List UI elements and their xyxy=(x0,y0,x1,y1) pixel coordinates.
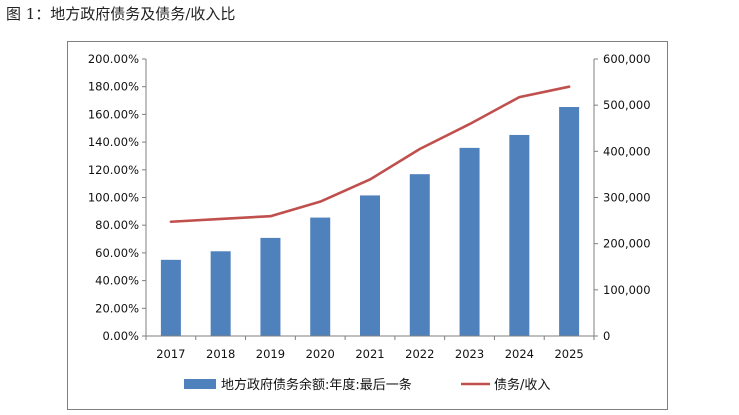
x-axis-tick-label: 2021 xyxy=(355,347,384,361)
left-y-axis: 0.00% 20.00% 40.00% 60.00% 80.00% 100.00% 120.… xyxy=(88,52,147,343)
legend-bar-label: 地方政府债务余额:年度:最后一条 xyxy=(221,377,412,393)
bar xyxy=(509,134,530,336)
left-axis-tick-label: 180.00% xyxy=(88,80,139,94)
bar xyxy=(409,174,430,336)
right-axis-tick-label: 200,000 xyxy=(603,237,651,251)
x-axis: 2017 2018 2019 2020 2021 2022 2023 2024 2025 xyxy=(145,335,595,361)
legend-line-label: 债务/收入 xyxy=(494,377,550,393)
bar xyxy=(260,237,281,336)
left-axis-tick-label: 0.00% xyxy=(102,329,139,343)
bar xyxy=(160,259,181,336)
left-axis-tick-label: 160.00% xyxy=(88,107,139,121)
bar xyxy=(360,195,380,336)
right-axis-tick-label: 0 xyxy=(603,329,610,343)
legend-bar-swatch xyxy=(184,379,216,389)
figure-title: 图 1：地方政府债务及债务/收入比 xyxy=(6,5,236,23)
bar xyxy=(559,107,580,336)
right-axis-tick-label: 400,000 xyxy=(603,144,651,158)
left-axis-tick-label: 100.00% xyxy=(88,191,139,205)
left-axis-tick-label: 40.00% xyxy=(95,274,139,288)
x-axis-tick-label: 2020 xyxy=(306,347,335,361)
x-axis-tick-label: 2022 xyxy=(405,347,434,361)
left-axis-tick-label: 140.00% xyxy=(88,135,139,149)
left-axis-tick-label: 80.00% xyxy=(95,218,139,232)
chart-frame xyxy=(67,41,668,410)
line-series xyxy=(169,85,571,224)
bar xyxy=(459,147,480,336)
right-axis-tick-label: 300,000 xyxy=(603,191,651,205)
left-axis-tick-label: 200.00% xyxy=(88,52,139,66)
left-axis-tick-label: 60.00% xyxy=(95,246,139,260)
left-axis-tick-label: 120.00% xyxy=(88,163,139,177)
right-axis-tick-label: 600,000 xyxy=(603,52,651,66)
bar xyxy=(210,251,231,336)
x-axis-tick-label: 2023 xyxy=(455,347,484,361)
bar-series xyxy=(160,107,580,336)
x-axis-tick-label: 2024 xyxy=(505,347,534,361)
legend: 地方政府债务余额:年度:最后一条 债务/收入 xyxy=(184,377,550,393)
left-axis-tick-label: 20.00% xyxy=(95,301,139,315)
x-axis-tick-label: 2017 xyxy=(156,347,185,361)
x-axis-tick-label: 2025 xyxy=(554,347,583,361)
x-axis-tick-label: 2019 xyxy=(256,347,285,361)
bar xyxy=(310,217,331,336)
x-axis-tick-label: 2018 xyxy=(206,347,235,361)
right-axis-tick-label: 100,000 xyxy=(603,283,651,297)
right-axis-tick-label: 500,000 xyxy=(603,98,651,112)
right-y-axis: 0 100,000 200,000 300,000 400,000 500,000 600,… xyxy=(593,52,651,343)
